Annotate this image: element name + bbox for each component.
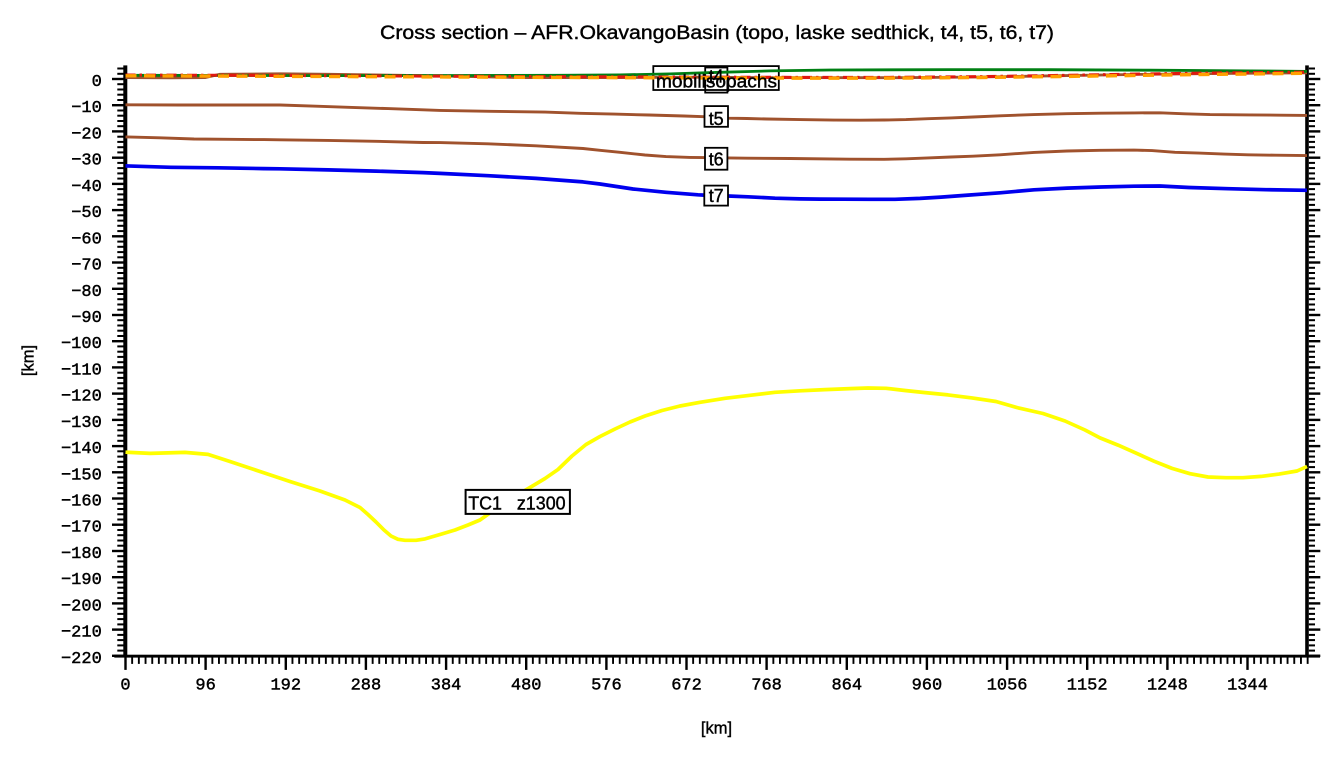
svg-text:−40: −40	[71, 178, 102, 197]
svg-text:−140: −140	[61, 440, 102, 459]
svg-text:96: 96	[195, 677, 215, 696]
svg-text:−220: −220	[61, 650, 102, 669]
svg-text:TC1 z1300: TC1 z1300	[468, 494, 565, 514]
svg-text:−170: −170	[61, 519, 102, 538]
svg-text:Cross section – AFR.OkavangoBa: Cross section – AFR.OkavangoBasin (topo,…	[380, 22, 1054, 44]
svg-text:t7: t7	[709, 186, 724, 206]
svg-text:mobilisopachs: mobilisopachs	[656, 72, 777, 92]
svg-text:−90: −90	[71, 309, 102, 328]
svg-text:t5: t5	[709, 109, 724, 129]
svg-text:−110: −110	[61, 361, 102, 380]
svg-text:−160: −160	[61, 493, 102, 512]
svg-text:−30: −30	[71, 152, 102, 171]
svg-text:−60: −60	[71, 230, 102, 249]
svg-text:−70: −70	[71, 257, 102, 276]
svg-text:192: 192	[270, 677, 301, 696]
svg-text:−130: −130	[61, 414, 102, 433]
svg-text:−200: −200	[61, 597, 102, 616]
svg-text:−10: −10	[71, 99, 102, 118]
svg-text:1152: 1152	[1067, 677, 1108, 696]
svg-text:−180: −180	[61, 545, 102, 564]
svg-text:−120: −120	[61, 388, 102, 407]
svg-text:0: 0	[92, 73, 102, 92]
svg-text:−100: −100	[61, 335, 102, 354]
svg-text:t6: t6	[709, 150, 724, 170]
svg-text:288: 288	[351, 677, 382, 696]
svg-text:1056: 1056	[987, 677, 1028, 696]
svg-text:−20: −20	[71, 125, 102, 144]
svg-text:384: 384	[431, 677, 462, 696]
svg-text:−210: −210	[61, 624, 102, 643]
svg-text:672: 672	[671, 677, 702, 696]
svg-text:768: 768	[751, 677, 782, 696]
svg-text:−190: −190	[61, 571, 102, 590]
svg-text:960: 960	[912, 677, 943, 696]
svg-text:0: 0	[120, 677, 130, 696]
svg-text:864: 864	[831, 677, 862, 696]
svg-text:576: 576	[591, 677, 622, 696]
svg-text:−150: −150	[61, 466, 102, 485]
svg-text:1248: 1248	[1147, 677, 1188, 696]
svg-text:[km]: [km]	[701, 720, 732, 738]
svg-text:480: 480	[511, 677, 542, 696]
svg-text:1344: 1344	[1227, 677, 1268, 696]
svg-text:[km]: [km]	[20, 345, 38, 376]
svg-text:t4: t4	[709, 66, 724, 86]
svg-text:−50: −50	[71, 204, 102, 223]
svg-text:−80: −80	[71, 283, 102, 302]
